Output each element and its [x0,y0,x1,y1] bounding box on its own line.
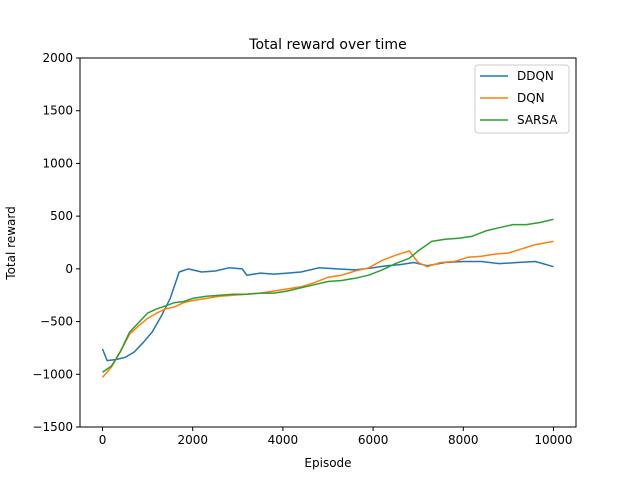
x-tick-label: 8000 [448,433,479,447]
y-tick-label: 0 [65,262,73,276]
chart-title: Total reward over time [248,37,406,53]
series-layer [101,218,554,378]
x-axis-label: Episode [304,456,351,470]
series-line-dqn [101,240,554,378]
x-tick-label: 4000 [268,433,299,447]
x-tick-label: 0 [99,433,107,447]
y-tick-label: 1000 [42,156,73,170]
y-axis-label: Total reward [4,206,18,280]
y-tick-label: −1500 [32,420,73,434]
series-line-sarsa [102,218,554,373]
x-tick-label: 10000 [534,433,572,447]
x-tick-label: 6000 [358,433,389,447]
legend-label-dqn: DQN [517,91,545,105]
legend-label-ddqn: DDQN [517,69,554,83]
y-tick-label: −1000 [32,367,73,381]
legend: DDQN DQN SARSA [474,64,570,134]
y-tick-label: 2000 [42,51,73,65]
y-axis: −1500 −1000 −500 0 500 1000 1500 2000 [32,51,80,434]
y-tick-label: −500 [40,315,73,329]
legend-label-sarsa: SARSA [517,113,558,127]
x-tick-label: 2000 [177,433,208,447]
legend-frame [474,64,570,134]
plot-frame [79,57,577,428]
y-tick-label: 1500 [42,104,73,118]
y-tick-label: 500 [50,209,73,223]
x-axis: 0 2000 4000 6000 8000 10000 [99,427,573,447]
